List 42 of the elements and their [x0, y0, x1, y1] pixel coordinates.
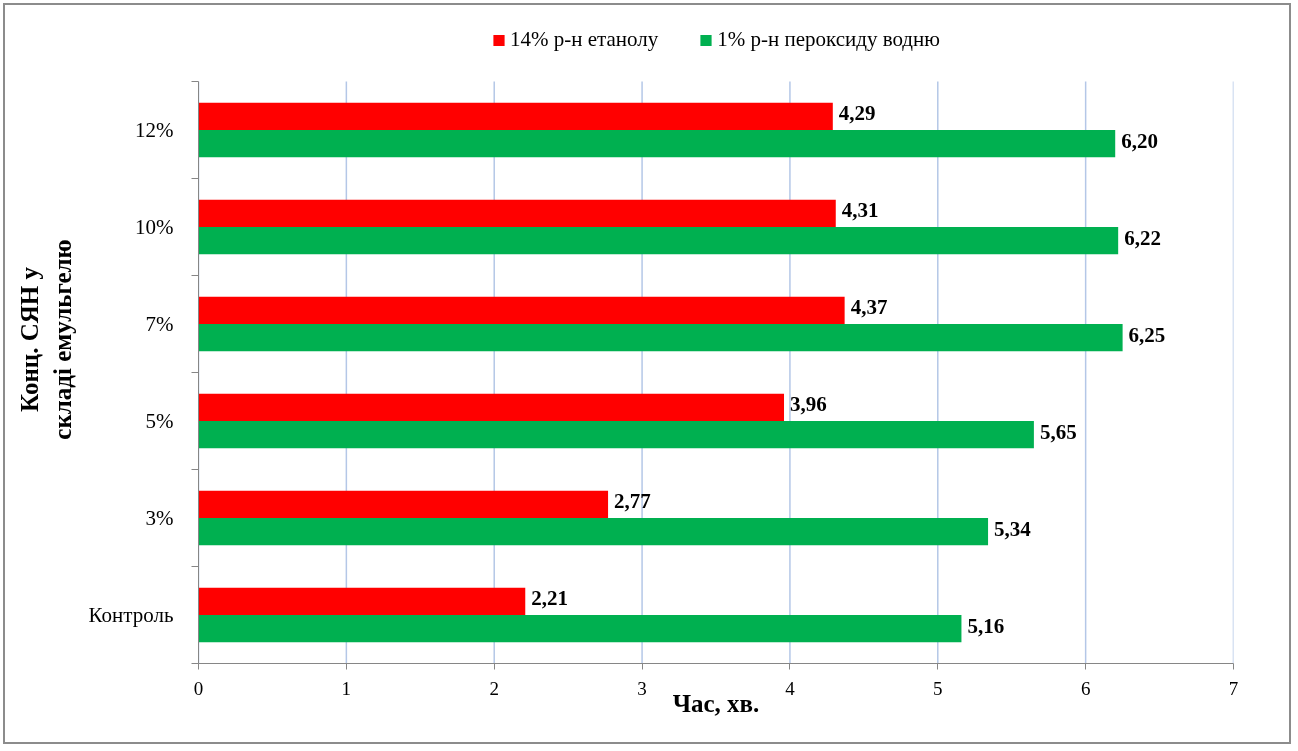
y-tick-label: 5% [145, 409, 174, 433]
bar [198, 102, 833, 130]
data-label: 6,20 [1121, 128, 1158, 153]
bar [198, 615, 962, 643]
y-tick-label: 7% [145, 312, 174, 336]
y-axis-title: Конц. СЯН у складі емульгелю [16, 239, 76, 440]
x-axis-title: Час, хв. [672, 689, 760, 717]
legend-label: 1% р-н пероксиду водню [717, 27, 940, 52]
bar [198, 227, 1119, 255]
x-tick-label: 3 [637, 677, 647, 699]
x-tick-label: 0 [193, 677, 204, 699]
x-tick-label: 1 [341, 677, 352, 699]
data-label: 5,65 [1039, 419, 1077, 444]
data-label: 2,21 [531, 586, 569, 611]
x-tick-label: 4 [785, 677, 796, 699]
data-label: 5,34 [994, 516, 1032, 541]
bar [198, 518, 989, 546]
y-tick-label: Контроль [88, 603, 174, 627]
y-tick-label: 10% [135, 215, 174, 239]
y-tick-label: 12% [135, 118, 174, 142]
data-label: 2,77 [614, 489, 651, 514]
bar [198, 130, 1116, 158]
legend-label: 14% р-н етанолу [510, 27, 659, 52]
data-label: 6,25 [1128, 322, 1166, 347]
x-tick-label: 5 [933, 677, 943, 699]
bar [198, 490, 609, 518]
data-label: 3,96 [790, 392, 827, 417]
x-tick-label: 6 [1080, 677, 1091, 699]
bar [198, 393, 785, 421]
bar [198, 296, 845, 324]
data-label: 5,16 [967, 613, 1005, 638]
bar [198, 199, 836, 227]
data-label: 4,31 [841, 198, 879, 223]
data-label: 4,37 [850, 295, 888, 320]
y-tick-label: 3% [145, 506, 174, 530]
x-tick-label: 7 [1228, 677, 1239, 699]
data-label: 4,29 [838, 101, 876, 126]
bar [198, 587, 526, 615]
data-label: 6,22 [1124, 225, 1161, 250]
bar [198, 324, 1123, 352]
bar [198, 421, 1034, 449]
x-tick-label: 2 [489, 677, 499, 699]
